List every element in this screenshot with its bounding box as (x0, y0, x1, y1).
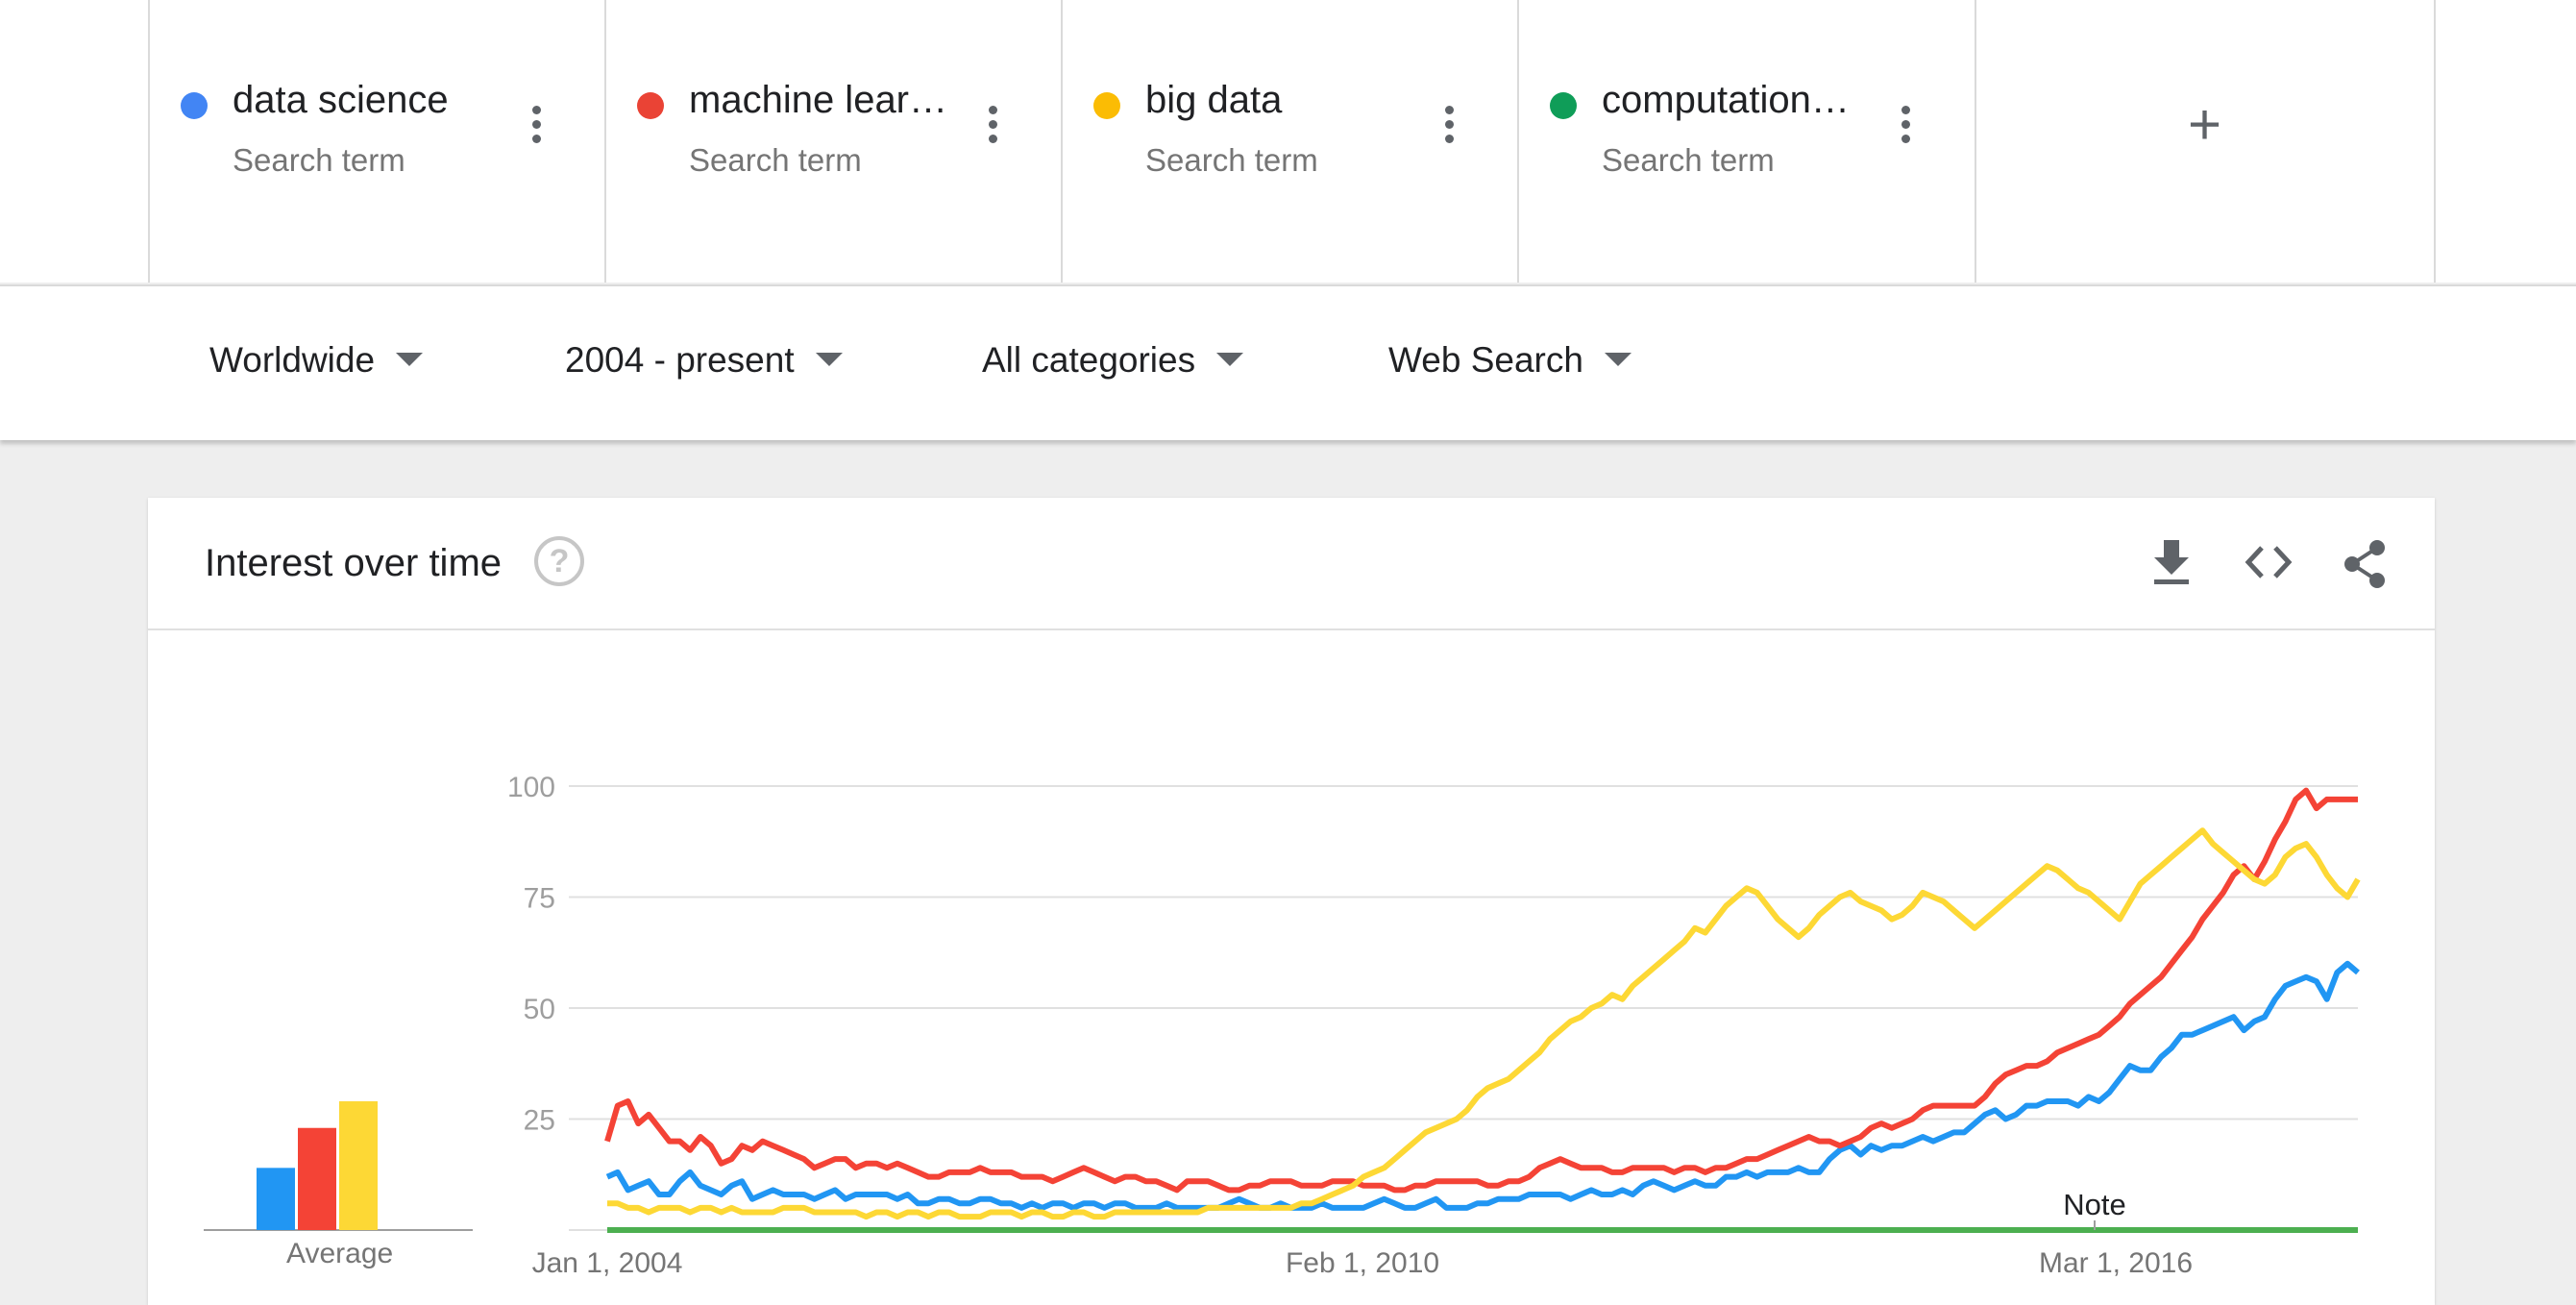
term-type-label: Search term (233, 142, 405, 178)
term-color-dot (181, 92, 208, 119)
y-tick-label: 25 (524, 1105, 555, 1137)
term-card-machine-learning[interactable]: machine lear… Search term (604, 0, 1061, 283)
x-tick-label: Feb 1, 2010 (1286, 1247, 1439, 1279)
dropdown-caret-icon (815, 353, 843, 367)
average-label: Average (286, 1238, 394, 1269)
average-bar-chart (204, 1101, 473, 1231)
more-vert-icon[interactable] (983, 106, 1002, 154)
term-card-computational[interactable]: computation… Search term (1517, 0, 1974, 283)
term-card-data-science[interactable]: data science Search term (148, 0, 604, 283)
note-label[interactable]: Note (2063, 1188, 2125, 1221)
term-color-dot (1550, 92, 1577, 119)
time-filter-label: 2004 - present (565, 340, 795, 380)
average-bar (257, 1168, 295, 1230)
average-bar (339, 1101, 378, 1230)
more-vert-icon[interactable] (1896, 106, 1915, 154)
time-filter[interactable]: 2004 - present (565, 340, 843, 381)
dropdown-caret-icon (1216, 353, 1244, 367)
term-name[interactable]: machine lear… (689, 79, 948, 121)
x-tick-label: Mar 1, 2016 (2039, 1247, 2193, 1279)
average-bar (298, 1127, 336, 1230)
term-color-dot (1093, 92, 1120, 119)
dropdown-caret-icon (396, 353, 424, 367)
x-tick-label: Jan 1, 2004 (532, 1247, 683, 1279)
filter-bar: Worldwide 2004 - present All categories … (0, 284, 2576, 440)
interest-over-time-card: Interest over time ? Average 25 50 75 100 Ja… (148, 498, 2435, 1305)
term-type-label: Search term (1145, 142, 1318, 178)
embed-icon[interactable] (2243, 538, 2294, 586)
dropdown-caret-icon (1604, 353, 1631, 367)
add-term-button[interactable]: + (1975, 0, 2436, 283)
category-filter[interactable]: All categories (982, 340, 1244, 381)
series-line (604, 787, 2358, 1194)
help-icon[interactable]: ? (534, 536, 584, 586)
card-title: Interest over time (205, 542, 503, 584)
property-filter-label: Web Search (1388, 340, 1583, 380)
term-name[interactable]: computation… (1602, 79, 1850, 121)
interest-line-chart: 25 50 75 100 Jan 1, 2004 Feb 1, 2010 Mar 1, 20… (507, 772, 2361, 1279)
y-tick-label: 50 (524, 994, 555, 1025)
y-tick-label: 75 (524, 883, 555, 915)
term-card-big-data[interactable]: big data Search term (1061, 0, 1517, 283)
term-type-label: Search term (1602, 142, 1775, 178)
region-filter[interactable]: Worldwide (209, 340, 424, 381)
plus-icon[interactable]: + (2188, 92, 2222, 157)
y-tick-label: 100 (507, 772, 555, 803)
more-vert-icon[interactable] (1439, 106, 1459, 154)
series-line (605, 960, 2360, 1211)
term-type-label: Search term (689, 142, 862, 178)
share-icon[interactable] (2341, 538, 2389, 590)
search-terms-bar: data science Search term machine lear… S… (0, 0, 2576, 283)
property-filter[interactable]: Web Search (1388, 340, 1631, 381)
series-line (607, 827, 2361, 1220)
download-icon[interactable] (2150, 538, 2193, 586)
card-header: Interest over time ? (148, 498, 2435, 630)
more-vert-icon[interactable] (527, 106, 546, 154)
term-name[interactable]: big data (1145, 79, 1283, 121)
term-name[interactable]: data science (233, 79, 449, 121)
region-filter-label: Worldwide (209, 340, 376, 380)
term-color-dot (637, 92, 664, 119)
category-filter-label: All categories (982, 340, 1196, 380)
